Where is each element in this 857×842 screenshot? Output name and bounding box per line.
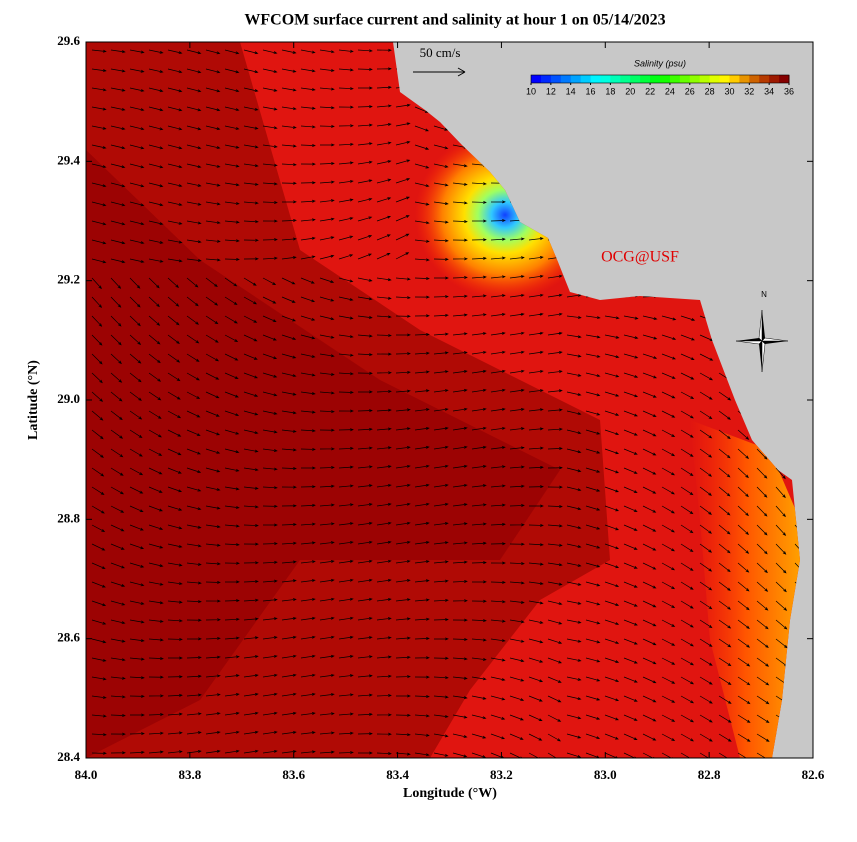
colorbar-cell xyxy=(550,75,562,83)
colorbar-frame xyxy=(530,74,790,84)
x-tick-label: 83.8 xyxy=(178,767,201,782)
colorbar-cell xyxy=(719,75,730,83)
y-tick-label: 28.8 xyxy=(57,510,80,525)
colorbar-tick-label: 34 xyxy=(764,86,774,96)
colorbar-tick-label: 32 xyxy=(744,86,754,96)
x-tick-label: 83.4 xyxy=(386,767,409,782)
colorbar-cell xyxy=(650,75,661,83)
x-tick-label: 83.6 xyxy=(282,767,305,782)
y-tick-label: 28.6 xyxy=(57,630,80,645)
x-tick-label: 82.8 xyxy=(698,767,721,782)
colorbar-cell xyxy=(660,75,671,83)
colorbar-cell xyxy=(749,75,760,83)
colorbar-tick-label: 36 xyxy=(784,86,794,96)
y-tick-label: 29.2 xyxy=(57,272,80,287)
colorbar-cell xyxy=(709,75,721,83)
colorbar-cell xyxy=(630,75,641,83)
colorbar-cell xyxy=(689,75,701,83)
colorbar-cell xyxy=(610,75,621,83)
colorbar-cell xyxy=(540,75,552,83)
colorbar-tick-label: 20 xyxy=(625,86,635,96)
colorbar-cell xyxy=(531,75,542,83)
compass-label: N xyxy=(761,290,767,299)
colorbar-cell xyxy=(640,75,651,83)
colorbar-cell xyxy=(739,75,750,83)
y-tick-label: 29.0 xyxy=(57,391,80,406)
colorbar-tick-label: 28 xyxy=(705,86,715,96)
x-tick-label: 82.6 xyxy=(802,767,825,782)
colorbar-cell xyxy=(620,75,631,83)
colorbar-tick-label: 24 xyxy=(665,86,675,96)
colorbar-title: Salinity (psu) xyxy=(634,58,686,68)
compass-rose xyxy=(735,309,789,373)
colorbar-cell xyxy=(769,75,780,83)
colorbar-tick-label: 22 xyxy=(645,86,655,96)
x-axis-label: Longitude (°W) xyxy=(403,786,497,801)
scale-label: 50 cm/s xyxy=(420,45,461,60)
colorbar-tick-label: 12 xyxy=(546,86,556,96)
credit: OCG@USF xyxy=(601,249,679,266)
colorbar-tick-label: 18 xyxy=(605,86,615,96)
colorbar-cell xyxy=(600,75,611,83)
colorbar-cell xyxy=(779,75,790,83)
y-tick-label: 28.4 xyxy=(57,749,80,764)
colorbar-cell xyxy=(570,75,582,83)
colorbar-cell xyxy=(699,75,711,83)
colorbar-cell xyxy=(669,75,681,83)
colorbar-tick-label: 14 xyxy=(566,86,576,96)
colorbar-cell xyxy=(560,75,572,83)
colorbar-cell xyxy=(729,75,740,83)
x-tick-label: 83.0 xyxy=(594,767,617,782)
colorbar-cell xyxy=(580,75,592,83)
colorbar-tick-label: 10 xyxy=(526,86,536,96)
colorbar-tick-label: 26 xyxy=(685,86,695,96)
colorbar-tick-label: 30 xyxy=(724,86,734,96)
y-tick-label: 29.6 xyxy=(57,33,80,48)
colorbar-cell xyxy=(590,75,601,83)
y-axis-label: Latitude (°N) xyxy=(26,360,41,440)
x-tick-label: 83.2 xyxy=(490,767,513,782)
colorbar-cell xyxy=(679,75,691,83)
colorbar-tick-label: 16 xyxy=(586,86,596,96)
x-tick-label: 84.0 xyxy=(75,767,98,782)
colorbar-cell xyxy=(759,75,770,83)
y-tick-label: 29.4 xyxy=(57,152,80,167)
scale-arrow xyxy=(413,67,466,77)
title: WFCOM surface current and salinity at ho… xyxy=(244,12,665,29)
